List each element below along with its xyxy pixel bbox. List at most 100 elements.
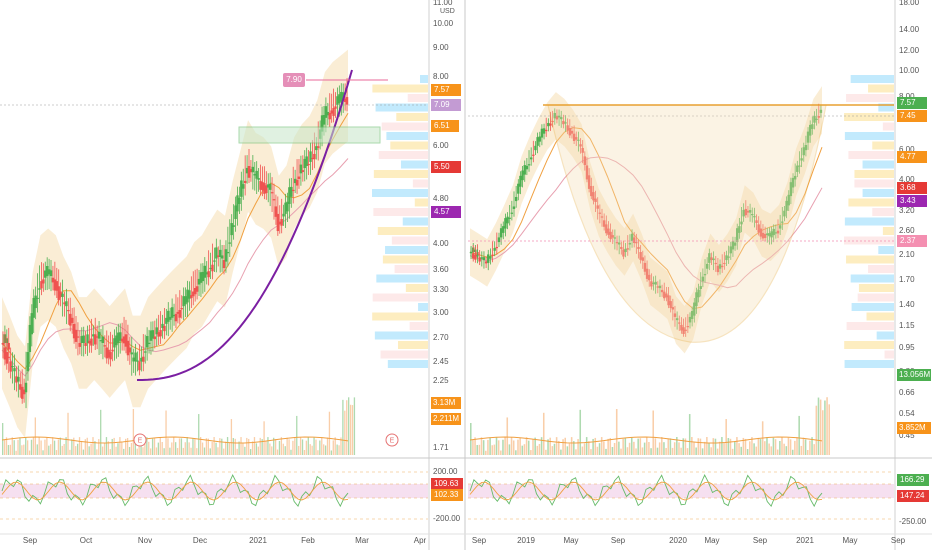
volume-bar: [100, 409, 102, 455]
candle-body: [40, 281, 43, 289]
cci-signal-line: [1, 481, 349, 501]
candle-body: [13, 368, 16, 372]
candle-body: [791, 177, 795, 188]
candle-body: [186, 289, 189, 303]
x-tick-label: 2020: [669, 536, 687, 545]
volume-bar: [635, 448, 637, 455]
volume-bar: [549, 437, 551, 455]
volume-profile-bar: [405, 284, 428, 292]
volume-bar: [284, 446, 286, 455]
x-tick-label: Sep: [753, 536, 768, 545]
volume-bar: [678, 442, 680, 455]
candle-body: [140, 357, 143, 362]
candle-body: [163, 325, 166, 332]
volume-badge-bg: [431, 397, 461, 409]
volume-bar: [117, 443, 119, 455]
candle-body: [317, 146, 320, 148]
volume-bar: [725, 419, 727, 455]
volume-bar: [658, 442, 661, 455]
candle-body: [596, 205, 599, 209]
volume-bar: [169, 447, 171, 455]
candle-body: [510, 212, 514, 214]
candle-body: [534, 145, 537, 151]
candle-body: [587, 175, 591, 189]
candle-body: [313, 153, 316, 160]
candle-body: [645, 268, 649, 279]
candle-body: [819, 109, 823, 113]
volume-bar: [622, 438, 624, 455]
price-badge-label: 7.09: [434, 100, 450, 109]
candle-body: [9, 361, 12, 372]
cci-badge-label: 102.33: [434, 490, 459, 499]
volume-bar: [684, 438, 687, 455]
candle-body: [303, 158, 306, 169]
candle-body: [497, 237, 501, 243]
volume-bar: [286, 437, 288, 455]
price-badge-label: 7.45: [900, 111, 916, 120]
volume-profile-bar: [851, 303, 894, 311]
candle-body: [220, 255, 224, 259]
volume-bar: [723, 442, 725, 455]
candle-body: [126, 340, 130, 356]
volume-bar: [111, 438, 113, 455]
x-tick-label: 2021: [249, 536, 267, 545]
volume-bar: [315, 439, 317, 455]
volume-bar: [783, 443, 785, 455]
candle-body: [736, 228, 739, 243]
volume-profile-bar: [400, 160, 428, 169]
volume-bar: [3, 440, 6, 455]
volume-bar: [706, 437, 708, 455]
volume-bar: [344, 410, 346, 455]
candle-body: [800, 158, 803, 161]
cci-badge-bg: [897, 474, 929, 486]
volume-bar: [721, 437, 723, 455]
volume-bar: [532, 439, 534, 455]
candle-body: [472, 253, 475, 259]
volume-bar: [38, 437, 40, 455]
volume-bar: [78, 437, 81, 455]
volume-profile-bar: [844, 236, 894, 245]
volume-profile-bar: [386, 132, 428, 140]
volume-bar: [682, 438, 685, 455]
volume-bar: [734, 441, 736, 455]
candle-body: [817, 116, 820, 118]
volume-bar: [525, 437, 528, 455]
candle-body: [284, 202, 287, 214]
candle-body: [211, 264, 214, 272]
volume-bar: [276, 449, 279, 455]
price-badge-bg: [431, 99, 461, 111]
volume-bar: [564, 437, 566, 455]
volume-bar: [764, 441, 766, 455]
volume-bar: [217, 447, 219, 455]
candle-body: [84, 342, 87, 346]
candle-body: [1, 342, 5, 345]
candle-body: [615, 242, 619, 244]
volume-bar: [23, 444, 25, 455]
candle-body: [53, 279, 57, 291]
candle-body: [557, 115, 561, 118]
candle-body: [716, 265, 720, 273]
volume-bar: [28, 450, 31, 455]
candle-body: [82, 335, 85, 343]
volume-bar: [566, 446, 569, 455]
volume-bar: [50, 444, 52, 455]
volume-profile-bar: [878, 103, 894, 112]
cci-line: [469, 473, 823, 508]
candle-body: [499, 228, 503, 238]
volume-bar: [822, 410, 824, 455]
volume-profile-bar: [377, 227, 428, 235]
volume-bar: [693, 442, 695, 455]
candle-body: [660, 289, 664, 293]
volume-bar: [92, 437, 94, 455]
volume-bar: [579, 409, 582, 455]
volume-bar: [305, 440, 308, 455]
volume-bar: [34, 417, 36, 455]
cci-badge-bg: [897, 490, 929, 502]
volume-bar: [512, 440, 515, 455]
candle-body: [217, 255, 220, 257]
volume-profile-bar: [848, 198, 894, 207]
price-badge-bg: [897, 235, 927, 247]
candle-body: [188, 290, 191, 299]
volume-bar: [826, 397, 828, 455]
